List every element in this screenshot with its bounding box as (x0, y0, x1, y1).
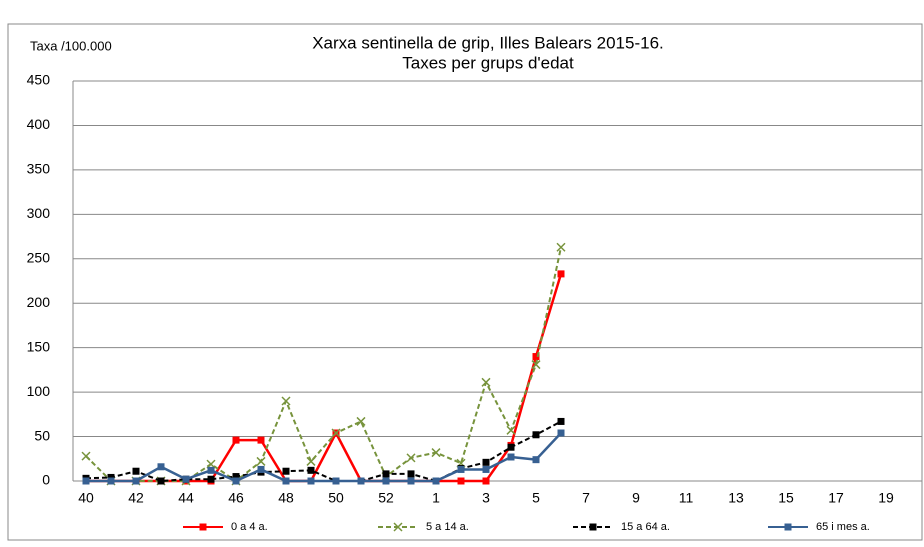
marker (307, 466, 315, 474)
marker (157, 463, 165, 471)
x-tick-label: 42 (128, 490, 144, 506)
x-tick-label: 1 (432, 490, 440, 506)
x-tick-label: 44 (178, 490, 194, 506)
marker (482, 465, 490, 473)
marker (182, 475, 190, 483)
x-tick-label: 3 (482, 490, 490, 506)
marker (357, 477, 365, 485)
chart-title: Xarxa sentinella de grip, Illes Balears … (312, 33, 664, 52)
marker (282, 467, 290, 475)
marker (432, 477, 440, 485)
y-tick-label: 400 (27, 116, 51, 132)
marker (382, 470, 390, 478)
marker (431, 448, 441, 458)
x-tick-label: 50 (328, 490, 344, 506)
marker (557, 429, 565, 437)
y-tick-label: 200 (27, 294, 51, 310)
x-tick-label: 40 (78, 490, 94, 506)
legend-label: 15 a 64 a. (621, 521, 670, 533)
marker (507, 443, 515, 451)
marker (482, 458, 490, 466)
marker (82, 477, 90, 485)
marker (306, 456, 316, 466)
marker (257, 436, 265, 444)
legend-label: 65 i mes a. (816, 521, 870, 533)
marker (257, 465, 265, 473)
y-tick-label: 350 (27, 161, 51, 177)
marker (281, 396, 291, 406)
marker (457, 465, 465, 473)
marker (207, 475, 215, 483)
legend-marker (589, 523, 597, 531)
x-tick-label: 52 (378, 490, 394, 506)
marker (206, 459, 216, 469)
marker (382, 477, 390, 485)
x-tick-label: 13 (728, 490, 744, 506)
y-tick-label: 250 (27, 249, 51, 265)
marker (556, 242, 566, 252)
x-tick-label: 19 (878, 490, 894, 506)
marker (132, 477, 140, 485)
marker (482, 477, 490, 485)
y-tick-label: 150 (27, 338, 51, 354)
marker (157, 477, 165, 485)
y-tick-label: 300 (27, 205, 51, 221)
x-tick-label: 7 (582, 490, 590, 506)
chart-title: Taxes per grups d'edat (402, 53, 574, 72)
series-line (85, 420, 562, 482)
marker (532, 431, 540, 439)
marker (232, 477, 240, 485)
marker (81, 451, 91, 461)
marker (557, 417, 565, 425)
marker (107, 477, 115, 485)
x-tick-label: 5 (532, 490, 540, 506)
marker (557, 270, 565, 278)
series-line (86, 432, 562, 483)
legend-marker (199, 523, 207, 531)
x-tick-label: 17 (828, 490, 844, 506)
marker (232, 473, 240, 481)
legend-marker (784, 523, 792, 531)
marker (407, 470, 415, 478)
marker (507, 453, 515, 461)
marker (107, 473, 115, 481)
marker (332, 477, 340, 485)
y-tick-label: 100 (27, 383, 51, 399)
legend-label: 5 a 14 a. (426, 521, 469, 533)
marker (532, 456, 540, 464)
chart-frame (7, 23, 923, 541)
marker (282, 477, 290, 485)
x-tick-label: 46 (228, 490, 244, 506)
marker (207, 466, 215, 474)
x-tick-label: 9 (632, 490, 640, 506)
marker (307, 477, 315, 485)
legend-marker (393, 522, 403, 532)
y-tick-label: 0 (42, 472, 50, 488)
marker (406, 453, 416, 463)
marker (132, 467, 140, 475)
marker (457, 477, 465, 485)
marker (532, 353, 540, 361)
y-tick-label: 50 (34, 427, 50, 443)
x-tick-label: 15 (778, 490, 794, 506)
marker (407, 477, 415, 485)
legend-label: 0 a 4 a. (231, 521, 268, 533)
marker (481, 377, 491, 387)
x-tick-label: 11 (679, 490, 694, 506)
marker (232, 436, 240, 444)
y-tick-label: 450 (27, 72, 51, 88)
marker (256, 456, 266, 466)
marker (531, 360, 541, 370)
marker (506, 425, 516, 435)
x-tick-label: 48 (278, 490, 294, 506)
y-axis-label: Taxa /100.000 (30, 38, 112, 53)
marker (356, 416, 366, 426)
marker (331, 428, 341, 438)
